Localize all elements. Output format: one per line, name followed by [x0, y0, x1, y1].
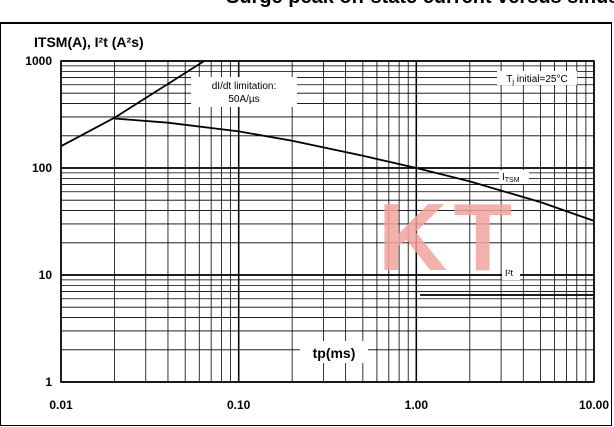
y-tick-label: 10: [39, 268, 53, 282]
series-layer: [60, 60, 595, 296]
y-tick-label: 1: [45, 375, 52, 389]
itsm-label-bg: [499, 170, 529, 184]
watermark-text: KT: [378, 184, 518, 291]
y-tick-label: 100: [32, 161, 52, 175]
x-tick-label: 10.00: [579, 398, 609, 412]
tj-label: Tj initial=25°C: [506, 74, 567, 86]
tj-label-bg: [497, 71, 577, 85]
y-axis-label: ITSM(A), I²t (A²s): [34, 34, 144, 50]
i2t-label: I²t: [505, 268, 513, 278]
y-tick-label: 1000: [25, 54, 52, 68]
title-strip: Surge peak on-state current versus sinus…: [0, 0, 614, 22]
x-tick-label: 0.01: [49, 398, 73, 412]
chart-panel: [0, 22, 612, 426]
watermark: KT: [378, 184, 518, 291]
grid: [60, 60, 595, 383]
labels-layer: ITSM(A), I²t (A²s) tp(ms) dI/dt limitati…: [34, 34, 577, 363]
x-tick-label: 1.00: [405, 398, 429, 412]
series-line-0: [114, 117, 595, 222]
chart-title: Surge peak on-state current versus sinus…: [226, 0, 614, 9]
x-axis-label: tp(ms): [313, 345, 356, 361]
didt-label-line1: dI/dt limitation:: [212, 81, 276, 92]
didt-label-line2: 50A/µs: [228, 94, 259, 105]
series-line-2: [60, 60, 205, 147]
ticks-layer: 0.01 0.10 1.00 10.00 1 10 100 1000: [25, 54, 609, 412]
didt-label-bg: [191, 77, 297, 107]
x-tick-label: 0.10: [227, 398, 251, 412]
i2t-label-bg: [502, 266, 520, 280]
x-axis-label-bg: [300, 341, 368, 363]
